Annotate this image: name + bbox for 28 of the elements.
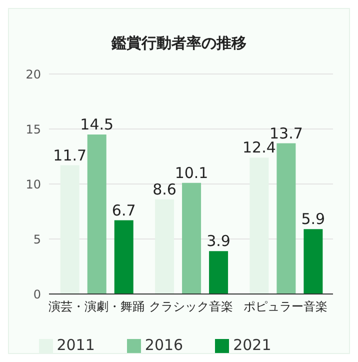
data-label: 14.5	[80, 116, 114, 134]
data-label: 10.1	[174, 164, 208, 182]
bar	[276, 143, 296, 294]
legend-label: 2016	[144, 336, 184, 354]
data-label: 8.6	[152, 180, 176, 198]
bar	[60, 165, 80, 294]
y-tick-label: 0	[33, 287, 41, 302]
bar	[250, 158, 269, 294]
x-tick-label: クラシック音楽	[149, 300, 233, 314]
data-label: 5.9	[301, 210, 326, 228]
y-tick-label: 20	[26, 67, 41, 82]
bar	[182, 182, 202, 294]
bar	[114, 220, 134, 294]
bar	[304, 229, 323, 294]
bar	[155, 199, 174, 294]
chart-title: 鑑賞行動者率の推移	[110, 33, 248, 54]
y-tick-label: 10	[26, 177, 41, 192]
y-tick-label: 5	[33, 232, 41, 246]
legend-label: 2011	[56, 336, 95, 354]
bar	[87, 134, 106, 294]
x-tick-label: 演芸・演劇・舞踊	[48, 300, 144, 314]
legend-label: 2021	[233, 336, 272, 354]
x-tick-label: ポピュラー音楽	[244, 300, 328, 314]
data-label: 3.9	[206, 232, 230, 250]
y-tick-label: 15	[26, 122, 41, 136]
data-label: 6.7	[112, 201, 136, 220]
bar	[209, 251, 228, 294]
data-label: 11.7	[53, 146, 87, 164]
